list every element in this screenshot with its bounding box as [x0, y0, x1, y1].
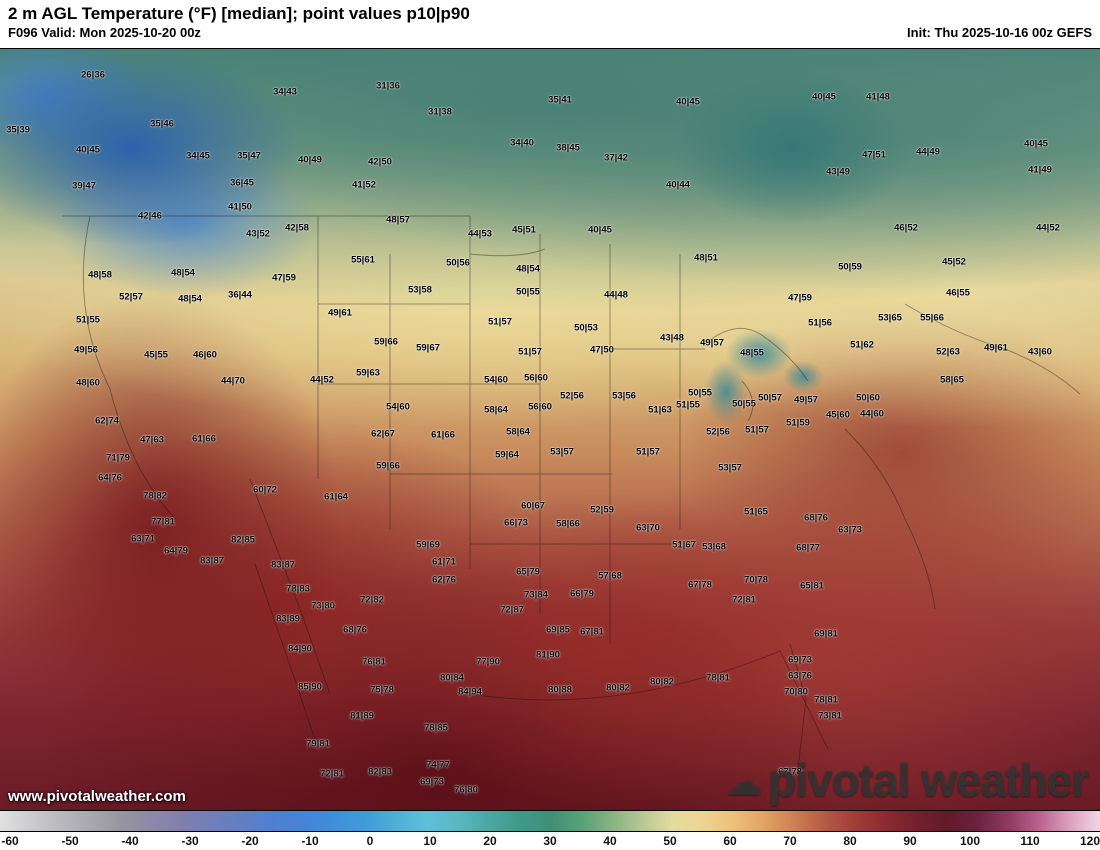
cloud-icon: ☁	[727, 764, 761, 802]
logo-text: pivotal weather	[768, 754, 1089, 806]
colorbar: -60 -50 -40 -30 -20 -10 0 10 20 30 40 50 60 70 80 90 100…	[0, 810, 1100, 850]
init-time: Init: Thu 2025-10-16 00z GEFS	[907, 25, 1092, 40]
colorbar-tick: 70	[783, 834, 797, 848]
colorbar-tick: 120	[1079, 834, 1100, 848]
page-title: 2 m AGL Temperature (°F) [median]; point…	[8, 4, 470, 23]
colorbar-tick: 80	[843, 834, 857, 848]
header: 2 m AGL Temperature (°F) [median]; point…	[0, 0, 1100, 48]
colorbar-tick: 60	[723, 834, 737, 848]
colorbar-tick: 40	[603, 834, 617, 848]
colorbar-tick: 0	[366, 834, 374, 848]
colorbar-tick: 10	[423, 834, 437, 848]
colorbar-tick: 90	[903, 834, 917, 848]
colorbar-tick: 110	[1020, 834, 1040, 848]
geo-borders	[62, 215, 1081, 770]
colorbar-tick: 100	[959, 834, 981, 848]
colorbar-tick: -50	[61, 834, 79, 848]
logo: ☁ pivotal weather	[727, 753, 1089, 807]
colorbar-tick: -30	[181, 834, 199, 848]
colorbar-tick: 50	[663, 834, 677, 848]
colorbar-strip	[0, 810, 1100, 832]
colorbar-tick: -40	[121, 834, 139, 848]
colorbar-tick: 30	[543, 834, 557, 848]
colorbar-ticks: -60 -50 -40 -30 -20 -10 0 10 20 30 40 50 60 70 80 90 100…	[1, 833, 1100, 850]
colorbar-tick: 20	[483, 834, 497, 848]
valid-time: F096 Valid: Mon 2025-10-20 00z	[8, 25, 201, 40]
temperature-field	[0, 49, 1100, 811]
watermark-url: www.pivotalweather.com	[8, 788, 186, 805]
colorbar-tick: -20	[241, 834, 259, 848]
colorbar-tick: -60	[1, 834, 19, 848]
colorbar-tick: -10	[301, 834, 319, 848]
map-canvas: www.pivotalweather.com ☁ pivotal weather	[0, 48, 1100, 811]
